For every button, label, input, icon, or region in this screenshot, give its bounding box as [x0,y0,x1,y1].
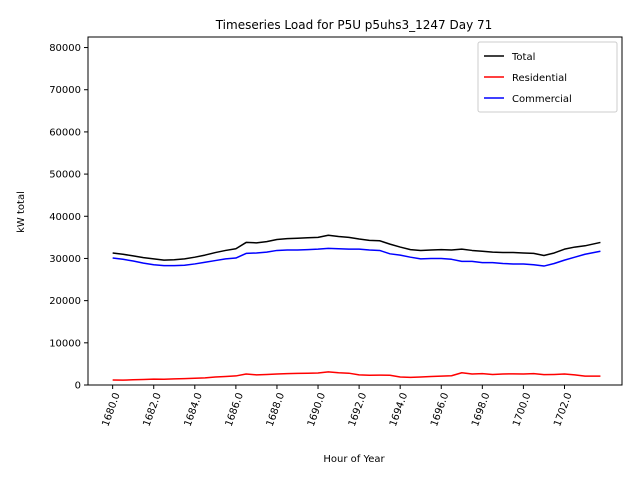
legend-box [477,41,618,113]
y-axis-ticks: 0 10000 20000 30000 40000 50000 60000 70000 8000… [49,43,88,392]
series-line-total [112,234,601,261]
legend: Total Residential Commercial [477,41,618,113]
y-tick-label: 60000 [49,127,81,138]
y-tick-label: 10000 [49,338,81,349]
chart-title: Timeseries Load for P5U p5uhs3_1247 Day … [215,18,493,32]
x-axis-title: Hour of Year [323,454,385,465]
y-axis-title: kW total [16,191,27,233]
legend-label-commercial: Commercial [512,94,572,105]
series-line-residential [112,371,601,381]
y-tick-label: 0 [75,381,81,392]
y-tick-label: 20000 [49,296,81,307]
y-tick-label: 70000 [49,85,81,96]
y-tick-label: 40000 [49,212,81,223]
legend-label-residential: Residential [512,73,567,84]
plot-frame [87,36,623,386]
series-layer [112,234,601,381]
y-tick-label: 80000 [49,43,81,54]
y-tick-label: 30000 [49,254,81,265]
y-tick-label: 50000 [49,170,81,181]
legend-label-total: Total [511,52,535,63]
series-line-commercial [112,247,601,267]
